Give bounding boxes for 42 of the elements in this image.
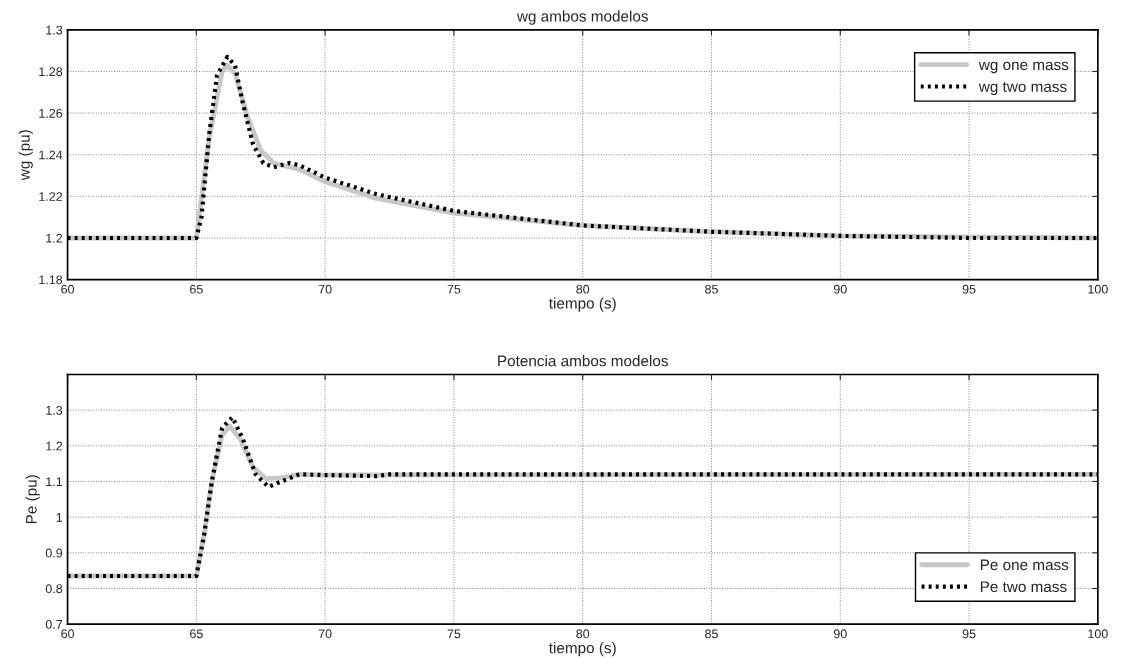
x-tick-label: 100 (1088, 629, 1108, 639)
x-tick-label: 95 (962, 629, 976, 639)
y-tick-label: 1.22 (39, 192, 63, 201)
x-tick-label: 100 (1088, 284, 1108, 294)
y-tick-label: 1.18 (39, 275, 63, 285)
legend-label: Pe two mass (980, 581, 1067, 593)
x-tick-label: 95 (962, 284, 976, 294)
y-tick-label: 1.26 (39, 108, 63, 118)
y-tick-label: 1.2 (46, 441, 63, 451)
y-tick-label: 0.8 (45, 584, 63, 594)
legend-label: wg two mass (978, 81, 1067, 96)
x-tick-label: 60 (61, 284, 75, 294)
x-axis-title: tiempo (s) (548, 297, 616, 312)
x-tick-label: 85 (705, 629, 718, 639)
y-tick-label: 0.9 (45, 548, 63, 558)
x-tick-label: 75 (447, 629, 461, 639)
legend-label: wg one mass (978, 61, 1069, 74)
legend-label: Pe one mass (980, 559, 1069, 571)
y-axis-title: Pe (pu) (25, 475, 40, 524)
y-tick-label: 1.24 (39, 150, 63, 160)
x-tick-label: 65 (190, 629, 203, 639)
x-tick-label: 90 (833, 284, 847, 294)
x-tick-label: 65 (190, 284, 203, 294)
y-tick-label: 1.28 (39, 67, 63, 77)
y-tick-label: 1.1 (46, 477, 63, 487)
x-tick-label: 70 (318, 629, 332, 639)
chart-title: Potencia ambos modelos (498, 355, 668, 367)
y-axis-title: wg (pu) (18, 130, 33, 181)
x-tick-label: 80 (576, 629, 590, 639)
x-tick-label: 70 (318, 284, 332, 294)
x-axis-title: tiempo (s) (548, 642, 616, 657)
x-tick-label: 90 (833, 629, 847, 639)
y-tick-label: 1.3 (46, 25, 63, 35)
y-tick-label: 1 (56, 513, 63, 522)
x-tick-label: 80 (576, 284, 590, 294)
x-tick-label: 75 (447, 284, 461, 294)
y-tick-label: 1.3 (46, 405, 63, 415)
chart-title: wg ambos modelos (516, 10, 648, 25)
x-tick-label: 60 (61, 629, 75, 639)
y-tick-label: 0.7 (45, 619, 63, 629)
x-tick-label: 85 (705, 284, 718, 294)
y-tick-label: 1.2 (46, 233, 63, 243)
